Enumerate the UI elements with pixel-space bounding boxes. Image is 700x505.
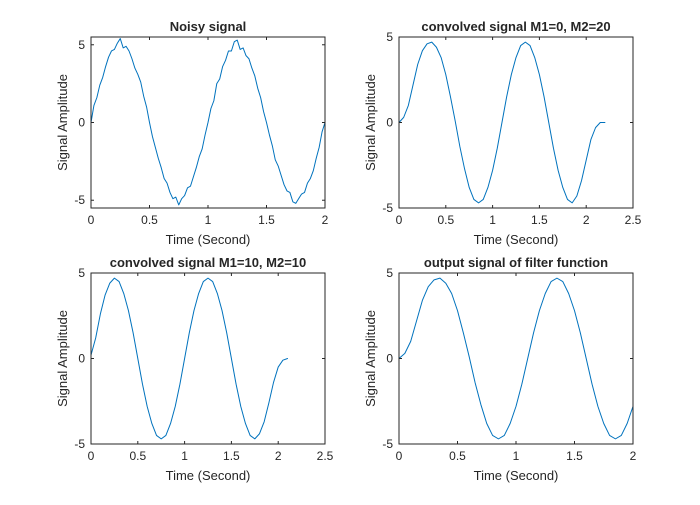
x-tick-label: 1.5 xyxy=(223,449,240,463)
x-tick-label: 0.5 xyxy=(129,449,146,463)
y-tick-label: 0 xyxy=(78,116,85,130)
chart-title: Noisy signal xyxy=(170,19,247,34)
y-tick-label: 5 xyxy=(78,38,85,52)
chart-title: output signal of filter function xyxy=(424,255,608,270)
x-tick-label: 2.5 xyxy=(317,449,334,463)
x-tick-label: 0 xyxy=(396,213,403,227)
chart-title: convolved signal M1=0, M2=20 xyxy=(421,19,610,34)
y-axis-label: Signal Amplitude xyxy=(55,74,70,171)
x-tick-label: 1.5 xyxy=(258,213,275,227)
axes-box-4 xyxy=(398,272,634,445)
x-axis-label: Time (Second) xyxy=(166,468,251,483)
x-tick-label: 0 xyxy=(88,213,95,227)
x-tick-label: 2 xyxy=(322,213,329,227)
y-tick-label: -5 xyxy=(382,437,393,451)
x-tick-label: 1 xyxy=(489,213,496,227)
x-tick-label: 1.5 xyxy=(566,449,583,463)
x-tick-label: 1.5 xyxy=(531,213,548,227)
x-tick-label: 2 xyxy=(583,213,590,227)
y-axis-label: Signal Amplitude xyxy=(363,74,378,171)
x-tick-label: 0 xyxy=(396,449,403,463)
x-tick-label: 2 xyxy=(630,449,637,463)
y-tick-label: 5 xyxy=(386,30,393,44)
y-tick-label: -5 xyxy=(74,437,85,451)
x-tick-label: 0.5 xyxy=(141,213,158,227)
y-axis-label: Signal Amplitude xyxy=(55,310,70,407)
y-tick-label: 0 xyxy=(78,352,85,366)
chart-title: convolved signal M1=10, M2=10 xyxy=(110,255,307,270)
y-axis-label: Signal Amplitude xyxy=(363,310,378,407)
series-line-2-1 xyxy=(398,41,606,204)
x-tick-label: 1 xyxy=(181,449,188,463)
axes-box-3 xyxy=(90,272,326,445)
y-tick-label: 0 xyxy=(386,116,393,130)
y-tick-label: 5 xyxy=(386,266,393,280)
y-tick-label: -5 xyxy=(74,193,85,207)
x-axis-label: Time (Second) xyxy=(474,468,559,483)
y-tick-label: 0 xyxy=(386,352,393,366)
series-line-1-1 xyxy=(90,38,326,206)
series-line-3-1 xyxy=(90,277,289,440)
axes-box-2 xyxy=(398,36,634,209)
y-tick-label: -5 xyxy=(382,201,393,215)
x-tick-label: 0.5 xyxy=(449,449,466,463)
x-axis-label: Time (Second) xyxy=(166,232,251,247)
x-tick-label: 1 xyxy=(513,449,520,463)
x-tick-label: 0.5 xyxy=(437,213,454,227)
y-tick-label: 5 xyxy=(78,266,85,280)
x-tick-label: 2.5 xyxy=(625,213,642,227)
x-tick-label: 1 xyxy=(205,213,212,227)
x-tick-label: 0 xyxy=(88,449,95,463)
x-tick-label: 2 xyxy=(275,449,282,463)
series-line-4-1 xyxy=(398,277,634,440)
x-axis-label: Time (Second) xyxy=(474,232,559,247)
